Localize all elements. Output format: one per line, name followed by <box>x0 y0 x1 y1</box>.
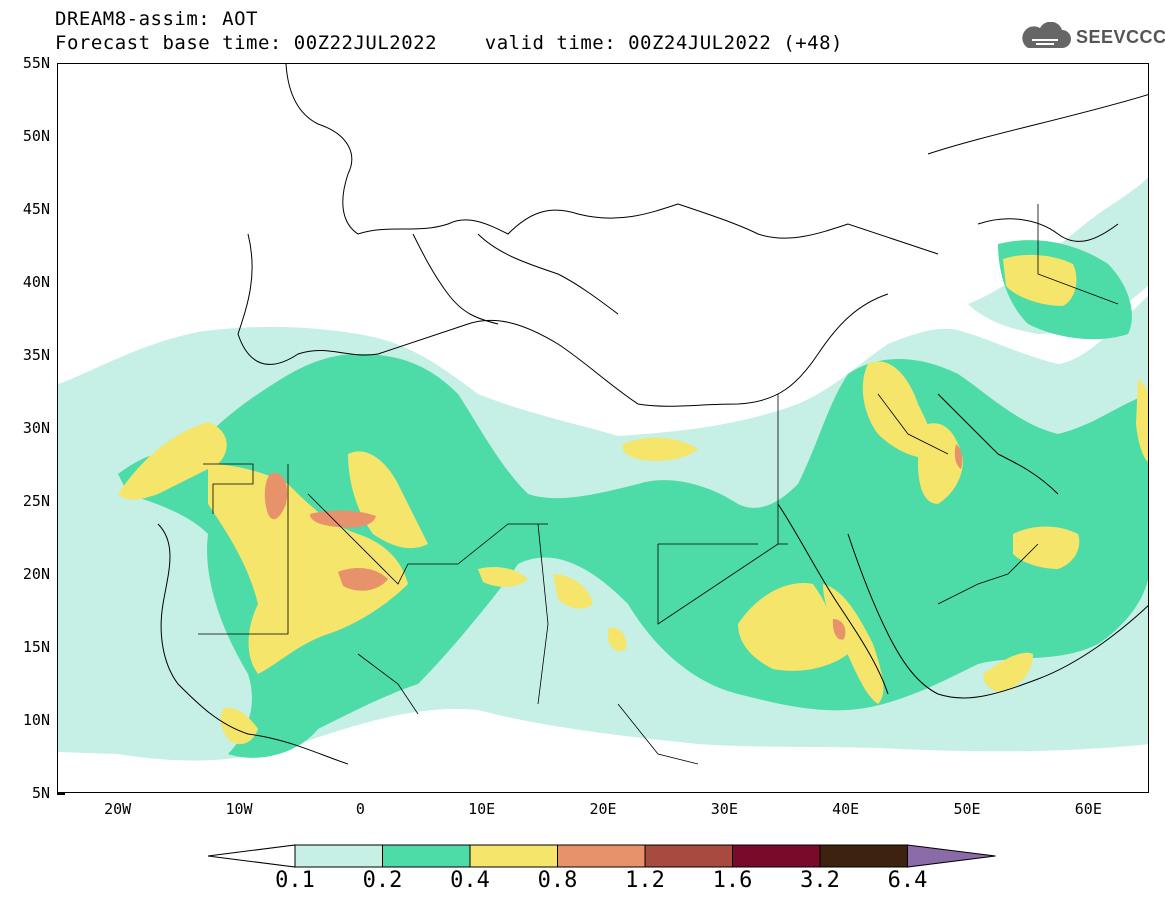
lon-label: 30E <box>710 800 738 818</box>
aot-layer-0.8 <box>264 444 963 640</box>
lon-label: 10E <box>468 800 496 818</box>
lat-label: 55N <box>22 54 50 72</box>
lon-label: 40E <box>832 800 860 818</box>
colorbar <box>207 844 996 868</box>
colorbar-label: 0.4 <box>450 868 490 893</box>
lon-label: 10W <box>225 800 253 818</box>
lat-label: 5N <box>31 784 50 802</box>
map-area <box>57 63 1149 793</box>
lon-label: 20W <box>104 800 132 818</box>
colorbar-swatch <box>819 844 908 868</box>
forecast-time-line: Forecast base time: 00Z22JUL2022 valid t… <box>55 32 843 54</box>
lat-label: 25N <box>22 492 50 510</box>
colorbar-under-triangle <box>207 844 296 868</box>
colorbar-label: 3.2 <box>800 868 840 893</box>
colorbar-label: 0.1 <box>275 868 315 893</box>
logo-text: SEEVCCC <box>1076 26 1165 47</box>
colorbar-over-triangle <box>907 844 996 868</box>
lat-label: 40N <box>22 273 50 291</box>
lat-tick <box>57 793 65 795</box>
coastlines <box>157 64 1148 765</box>
seevccc-logo: SEEVCCC <box>1018 22 1165 52</box>
colorbar-label: 0.2 <box>362 868 403 893</box>
lon-label: 50E <box>953 800 981 818</box>
country-borders <box>198 204 1119 765</box>
lon-label: 60E <box>1074 800 1102 818</box>
lat-label: 10N <box>22 711 50 729</box>
lat-label: 30N <box>22 419 50 437</box>
colorbar-label: 1.6 <box>712 868 753 893</box>
map-title: DREAM8-assim: AOT <box>55 8 258 30</box>
colorbar-swatch <box>294 844 383 868</box>
colorbar-swatch <box>732 844 821 868</box>
colorbar-swatch <box>469 844 558 868</box>
lat-label: 35N <box>22 346 50 364</box>
lat-label: 50N <box>22 127 50 145</box>
colorbar-label: 6.4 <box>887 868 928 893</box>
lon-label: 20E <box>589 800 617 818</box>
colorbar-label: 1.2 <box>625 868 665 893</box>
lat-label: 15N <box>22 638 50 656</box>
aot-map <box>58 64 1148 765</box>
lat-label: 20N <box>22 565 50 583</box>
colorbar-label: 0.8 <box>537 868 578 893</box>
cloud-icon <box>1022 22 1071 48</box>
lon-label: 0 <box>355 800 365 818</box>
colorbar-swatch <box>644 844 733 868</box>
lat-label: 45N <box>22 200 50 218</box>
colorbar-swatch <box>557 844 646 868</box>
colorbar-swatch <box>382 844 471 868</box>
